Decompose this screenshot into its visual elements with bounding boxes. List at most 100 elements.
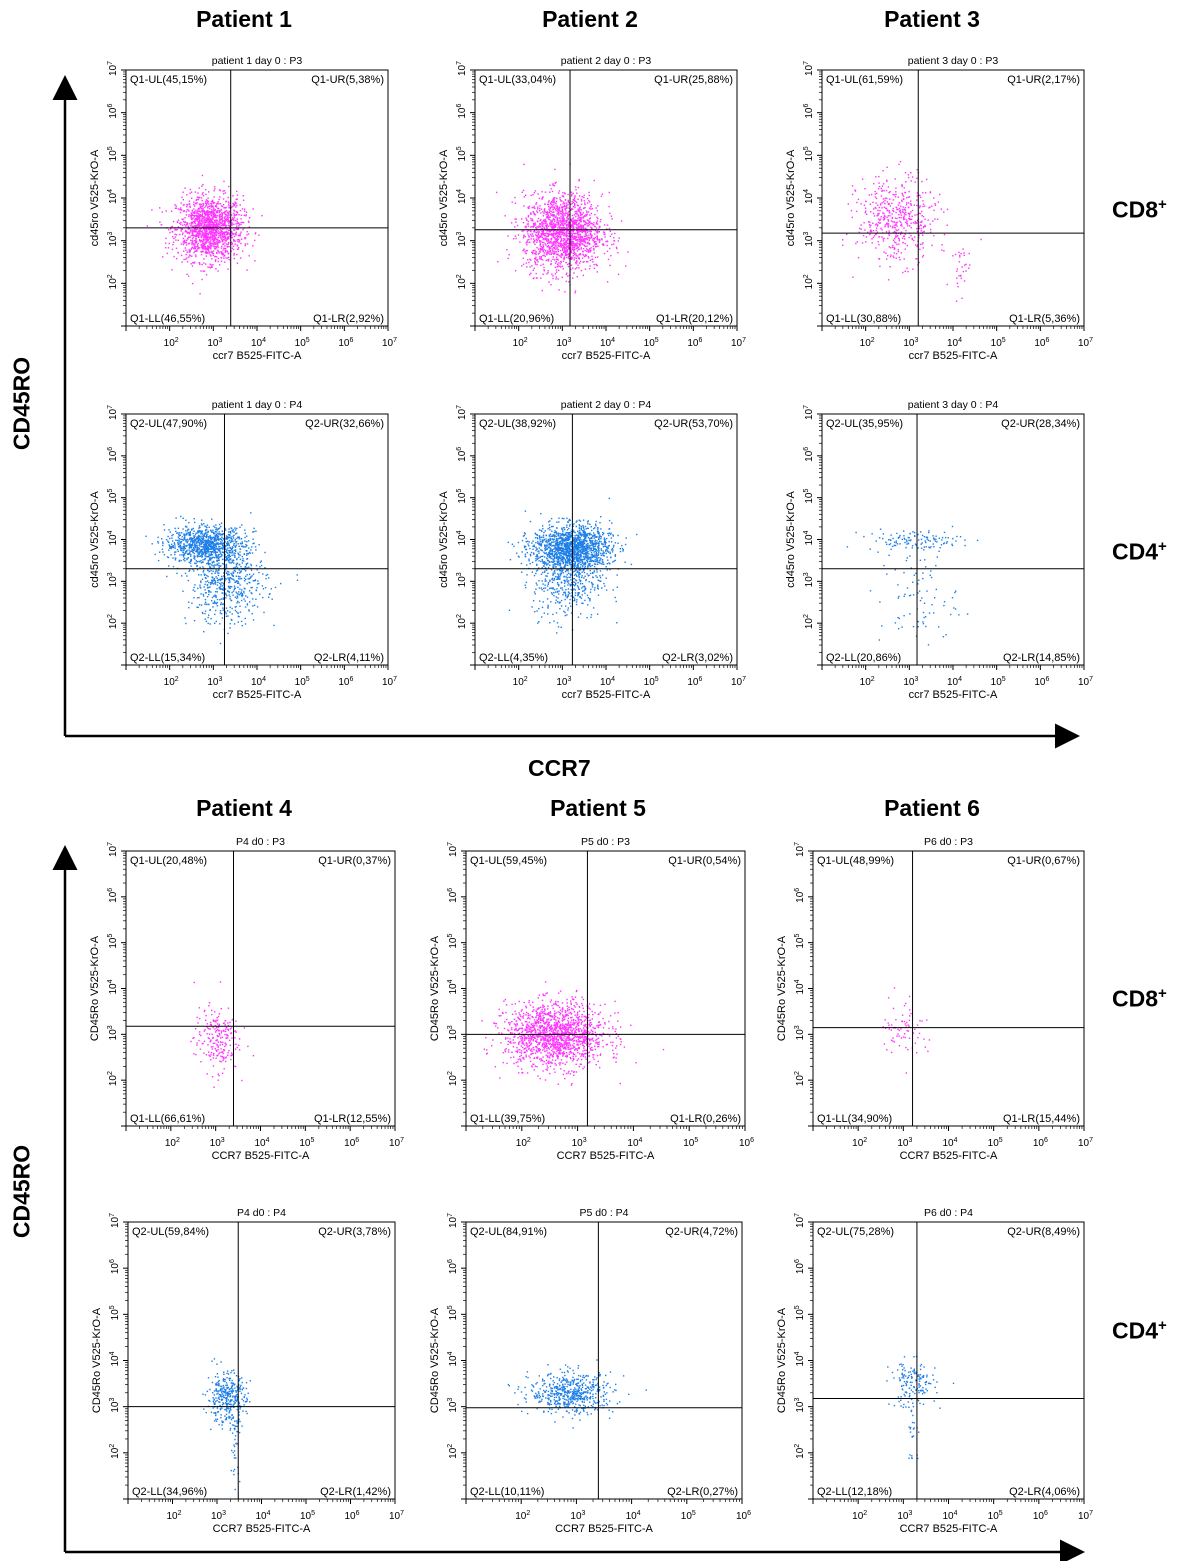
data-point <box>561 200 563 202</box>
data-point <box>889 205 891 207</box>
data-point <box>198 234 200 236</box>
data-point <box>244 210 246 212</box>
data-point <box>579 207 581 209</box>
data-point <box>174 236 177 238</box>
data-point <box>213 237 215 239</box>
data-point <box>580 216 582 219</box>
data-point <box>537 217 540 220</box>
data-point <box>193 247 195 249</box>
data-point <box>173 542 175 544</box>
data-point <box>567 263 569 266</box>
data-point <box>215 223 217 226</box>
data-point <box>194 211 196 213</box>
data-point <box>186 526 188 528</box>
data-point <box>171 269 173 271</box>
data-point <box>565 245 568 248</box>
data-point <box>599 238 601 241</box>
data-point <box>200 233 202 235</box>
data-point <box>552 247 555 249</box>
data-point <box>575 215 577 218</box>
data-point <box>213 536 216 539</box>
data-point <box>506 249 508 251</box>
data-point <box>554 226 557 228</box>
data-point <box>571 257 573 259</box>
data-point <box>234 538 236 541</box>
data-point <box>604 236 606 238</box>
data-point <box>585 242 587 244</box>
data-point <box>239 209 242 212</box>
data-point <box>895 211 897 214</box>
data-point <box>233 209 235 211</box>
data-point <box>562 240 565 242</box>
data-point <box>549 233 551 236</box>
data-point <box>591 258 593 261</box>
data-point <box>212 529 214 531</box>
data-point <box>581 257 584 259</box>
data-point <box>185 532 188 535</box>
data-point <box>191 242 193 244</box>
data-point <box>215 230 218 232</box>
data-point <box>903 258 905 260</box>
data-point <box>196 549 199 551</box>
data-point <box>188 538 191 541</box>
data-point <box>225 225 227 227</box>
data-point <box>898 210 901 212</box>
data-point <box>229 541 232 544</box>
data-point <box>182 224 184 226</box>
data-point <box>188 200 191 202</box>
data-point <box>892 207 894 210</box>
data-point <box>556 263 559 265</box>
data-point <box>197 226 199 228</box>
data-point <box>961 266 963 268</box>
data-point <box>876 227 878 229</box>
data-point <box>551 214 553 216</box>
data-point <box>586 213 588 215</box>
data-point <box>903 218 905 221</box>
data-point <box>228 237 230 239</box>
data-point <box>904 209 907 211</box>
data-point <box>576 236 578 238</box>
data-point <box>164 247 167 249</box>
data-point <box>239 542 242 545</box>
data-point <box>603 252 606 255</box>
data-point <box>564 214 566 217</box>
data-point <box>902 216 905 219</box>
data-point <box>222 240 224 243</box>
data-point <box>209 536 211 538</box>
data-point <box>921 243 923 245</box>
data-point <box>180 221 182 224</box>
data-point <box>209 529 212 532</box>
data-point <box>244 536 246 539</box>
data-point <box>171 534 173 537</box>
data-point <box>554 197 556 199</box>
data-point <box>543 252 545 254</box>
data-point <box>609 235 612 237</box>
data-point <box>206 526 208 529</box>
data-point <box>184 231 186 233</box>
data-point <box>226 238 228 240</box>
data-point <box>597 245 599 247</box>
data-point <box>215 243 217 245</box>
data-point <box>558 214 560 216</box>
data-point <box>206 239 208 241</box>
data-point <box>221 239 224 242</box>
data-point <box>548 206 550 208</box>
data-point <box>536 263 538 266</box>
data-point <box>187 209 189 211</box>
data-point <box>877 213 879 215</box>
data-point <box>552 232 555 235</box>
data-point <box>870 230 873 233</box>
data-point <box>246 269 248 271</box>
data-point <box>229 235 231 237</box>
data-point <box>559 265 561 267</box>
data-point <box>902 195 905 197</box>
data-point <box>568 244 571 246</box>
data-point <box>574 243 576 245</box>
data-point <box>182 220 185 223</box>
data-point <box>241 541 243 543</box>
data-point <box>565 249 568 252</box>
data-point <box>205 526 207 528</box>
data-point <box>580 247 582 249</box>
data-point <box>213 222 215 224</box>
data-point <box>207 538 209 541</box>
